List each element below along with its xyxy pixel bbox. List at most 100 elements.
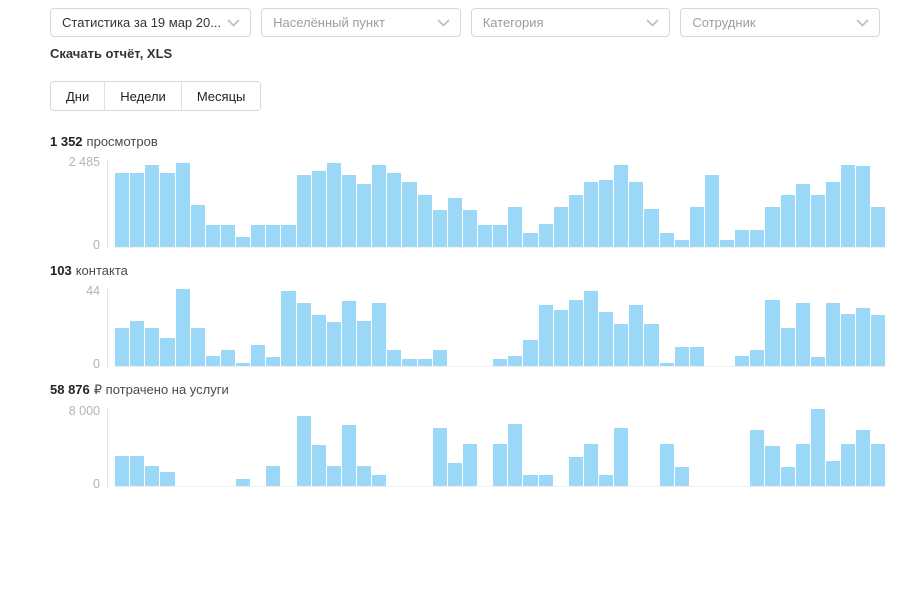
bar bbox=[599, 475, 614, 486]
bar bbox=[462, 443, 477, 486]
bar bbox=[856, 430, 871, 486]
bar bbox=[326, 322, 341, 366]
bar bbox=[780, 466, 795, 486]
bar bbox=[841, 165, 856, 247]
bar bbox=[735, 355, 750, 366]
bar bbox=[538, 475, 553, 486]
bar bbox=[780, 327, 795, 366]
chevron-down-icon bbox=[856, 18, 869, 27]
bar bbox=[871, 315, 886, 366]
bar bbox=[765, 445, 780, 486]
bar bbox=[765, 206, 780, 247]
bar bbox=[220, 225, 235, 247]
bar bbox=[568, 457, 583, 486]
bar bbox=[220, 350, 235, 366]
bar bbox=[145, 327, 160, 366]
filter-select-category[interactable]: Категория bbox=[470, 8, 671, 37]
tab-days[interactable]: Дни bbox=[51, 82, 105, 110]
bar bbox=[644, 208, 659, 247]
y-zero-label: 0 bbox=[93, 477, 100, 491]
bar bbox=[236, 479, 251, 486]
bar bbox=[341, 425, 356, 486]
y-max-label: 8 000 bbox=[68, 404, 100, 418]
views-total-label: просмотров bbox=[86, 134, 158, 149]
bar bbox=[508, 206, 523, 247]
bar bbox=[462, 210, 477, 247]
tab-months[interactable]: Месяцы bbox=[180, 82, 261, 110]
bar bbox=[553, 206, 568, 247]
bar bbox=[130, 173, 145, 247]
bar bbox=[115, 327, 130, 366]
bar bbox=[281, 290, 296, 366]
bar bbox=[341, 301, 356, 366]
download-report-link[interactable]: Скачать отчёт, XLS bbox=[50, 46, 173, 61]
bar bbox=[674, 240, 689, 247]
bar bbox=[871, 206, 886, 247]
bar bbox=[281, 225, 296, 247]
spend-y-axis-labels: 8 000 0 bbox=[50, 404, 107, 491]
bar bbox=[810, 357, 825, 366]
bar bbox=[508, 355, 523, 366]
bar bbox=[387, 350, 402, 366]
bar bbox=[795, 443, 810, 486]
bar bbox=[568, 194, 583, 247]
bar bbox=[523, 339, 538, 366]
bar bbox=[145, 465, 160, 486]
bar bbox=[402, 182, 417, 247]
filter-employee-placeholder: Сотрудник bbox=[692, 15, 756, 30]
bar bbox=[765, 299, 780, 366]
bar bbox=[493, 359, 508, 366]
bar bbox=[417, 359, 432, 366]
bar bbox=[432, 350, 447, 366]
bar bbox=[175, 162, 190, 247]
y-zero-label: 0 bbox=[93, 357, 100, 371]
bar bbox=[614, 165, 629, 247]
bar bbox=[735, 229, 750, 247]
bar bbox=[750, 350, 765, 366]
bar bbox=[417, 194, 432, 247]
bar bbox=[402, 359, 417, 366]
bar bbox=[750, 229, 765, 247]
chevron-down-icon bbox=[646, 18, 659, 27]
views-chart-title: 1 352 просмотров bbox=[50, 134, 885, 149]
bar bbox=[372, 303, 387, 366]
filter-select-period[interactable]: Статистика за 19 мар 20... bbox=[50, 8, 252, 37]
filter-select-locality[interactable]: Населённый пункт bbox=[261, 8, 461, 37]
contacts-bars bbox=[115, 289, 886, 367]
bar bbox=[251, 225, 266, 247]
contacts-y-axis-labels: 44 0 bbox=[50, 284, 107, 371]
bar bbox=[523, 475, 538, 486]
spend-total-label: ₽ потрачено на услуги bbox=[93, 382, 229, 397]
filter-select-employee[interactable]: Сотрудник bbox=[680, 8, 880, 37]
bar bbox=[538, 304, 553, 366]
views-total-value: 1 352 bbox=[50, 134, 83, 149]
chevron-down-icon bbox=[227, 18, 240, 27]
y-zero-label: 0 bbox=[93, 238, 100, 252]
bar bbox=[236, 237, 251, 247]
bar bbox=[568, 299, 583, 366]
chevron-down-icon bbox=[437, 18, 450, 27]
tab-weeks[interactable]: Недели bbox=[104, 82, 181, 110]
bar bbox=[583, 182, 598, 247]
bar bbox=[508, 424, 523, 486]
bar bbox=[704, 175, 719, 247]
y-axis-line bbox=[107, 160, 108, 248]
bar bbox=[629, 304, 644, 366]
contacts-chart-title: 103 контакта bbox=[50, 263, 885, 278]
bar bbox=[372, 475, 387, 486]
bar bbox=[145, 165, 160, 247]
bar bbox=[266, 465, 281, 486]
bar bbox=[311, 444, 326, 486]
bar bbox=[810, 194, 825, 247]
bar bbox=[583, 443, 598, 486]
views-bar-chart: 2 485 0 bbox=[50, 155, 886, 252]
y-max-label: 2 485 bbox=[68, 155, 100, 169]
filter-category-placeholder: Категория bbox=[482, 15, 544, 30]
bar bbox=[644, 324, 659, 366]
bar bbox=[190, 327, 205, 366]
bar bbox=[357, 320, 372, 366]
filter-bar: Статистика за 19 мар 20... Населённый пу… bbox=[50, 8, 880, 37]
contacts-total-label: контакта bbox=[75, 263, 128, 278]
bar bbox=[538, 224, 553, 247]
bar bbox=[296, 175, 311, 247]
